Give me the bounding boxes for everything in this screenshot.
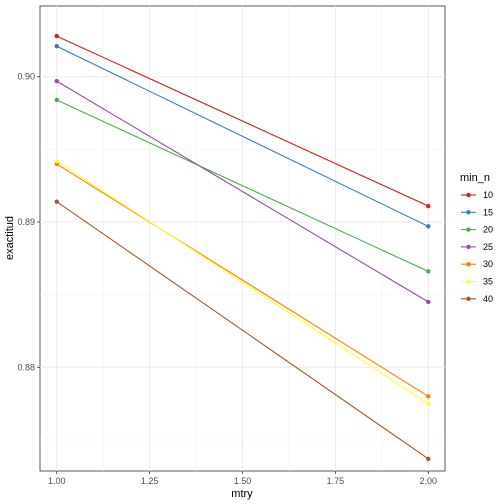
legend-title: min_n	[460, 172, 490, 184]
series-line-25	[56, 80, 429, 303]
legend-label: 25	[483, 242, 493, 252]
data-point-10	[426, 203, 431, 209]
legend-label: 35	[483, 277, 493, 287]
series-line-30	[56, 163, 429, 397]
y-tick-label: 0.88	[17, 362, 35, 372]
legend-key-point	[466, 279, 471, 284]
data-point-35	[54, 158, 59, 164]
data-point-40	[54, 199, 59, 204]
legend-label: 10	[483, 190, 493, 200]
data-point-25	[426, 299, 431, 305]
y-axis-title: exactitud	[4, 216, 16, 260]
legend-key-point	[466, 262, 471, 267]
y-axis-ticks: 0.88 0.89 0.90	[17, 72, 40, 372]
x-tick-label: 2.00	[420, 476, 438, 486]
data-point-20	[54, 97, 59, 103]
data-point-10	[54, 33, 59, 39]
series-line-35	[56, 160, 429, 405]
x-axis-ticks: 1.00 1.25 1.50 1.75 2.00	[48, 471, 437, 486]
data-point-35	[426, 401, 431, 406]
y-tick-label: 0.90	[17, 72, 35, 82]
legend-key-point	[466, 210, 471, 215]
x-tick-label: 1.50	[234, 476, 252, 486]
x-axis-title: mtry	[231, 488, 253, 500]
major-gridlines	[40, 6, 445, 471]
y-tick-label: 0.89	[17, 217, 35, 227]
legend-label: 15	[483, 207, 493, 217]
data-point-30	[426, 394, 431, 399]
x-tick-label: 1.25	[141, 476, 159, 486]
data-point-15	[54, 44, 59, 49]
data-point-15	[426, 224, 431, 229]
legend-label: 20	[483, 225, 493, 235]
series-line-10	[56, 35, 429, 207]
legend-key-point	[466, 227, 471, 232]
series-line-20	[56, 99, 429, 272]
x-tick-label: 1.00	[48, 476, 66, 486]
legend-label: 30	[483, 259, 493, 269]
series-layer	[54, 33, 431, 461]
series-line-15	[56, 45, 429, 227]
legend-key-point	[466, 296, 471, 301]
data-point-40	[426, 456, 431, 461]
x-tick-label: 1.75	[327, 476, 345, 486]
series-line-40	[56, 201, 429, 460]
legend: min_n 10 15 20 25 30 35 40	[460, 172, 493, 304]
legend-label: 40	[483, 294, 493, 304]
legend-key-point	[466, 192, 471, 198]
legend-key-point	[466, 244, 471, 250]
data-point-25	[54, 78, 59, 84]
data-point-20	[426, 269, 431, 274]
